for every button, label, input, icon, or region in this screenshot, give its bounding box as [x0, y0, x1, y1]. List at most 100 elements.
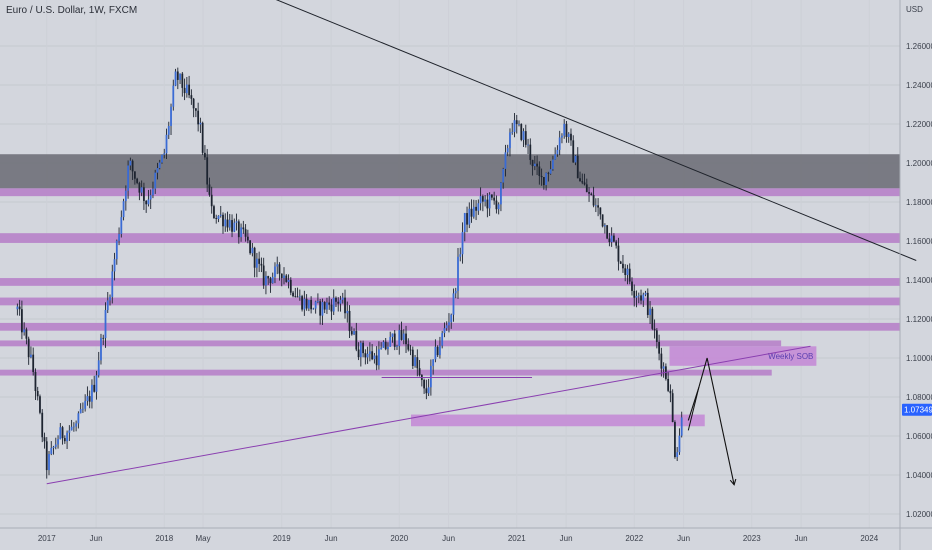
candle-body [554, 154, 557, 160]
candle [588, 187, 590, 202]
candle-body [545, 172, 548, 186]
candle [380, 342, 383, 350]
candle [432, 359, 435, 375]
candle-body [378, 349, 380, 366]
candle [355, 322, 358, 352]
candle [583, 173, 586, 186]
candle-body [411, 349, 414, 366]
candle [323, 301, 326, 314]
candle-body [457, 256, 459, 291]
candle-body [339, 299, 342, 304]
candle-body [337, 301, 340, 304]
candle [479, 187, 482, 211]
candle [152, 181, 154, 199]
candle-body [396, 346, 398, 347]
candle [581, 173, 584, 185]
candle [70, 419, 73, 431]
x-tick-label: Jun [325, 534, 338, 543]
candle-body [448, 322, 450, 326]
candle [176, 67, 179, 90]
candle-body [384, 341, 387, 350]
candle-body [409, 349, 412, 351]
candle [301, 294, 303, 312]
candle [97, 351, 100, 378]
candle-body [542, 177, 545, 186]
candle-body [276, 264, 279, 267]
candle-body [190, 95, 193, 99]
candle [233, 218, 236, 233]
candle [337, 297, 340, 312]
candle [445, 321, 448, 331]
candle [66, 430, 68, 450]
candle [82, 402, 84, 414]
candle-body [93, 384, 96, 392]
candle [16, 303, 19, 316]
candle [32, 347, 35, 376]
candle-body [303, 298, 306, 310]
candle-body [233, 222, 236, 232]
candle [339, 295, 342, 312]
candle-body [570, 133, 572, 141]
candle [75, 420, 78, 432]
candle-body [249, 240, 252, 254]
candle-body [414, 357, 416, 366]
candle-body [321, 302, 324, 316]
candle-body [459, 254, 462, 257]
candle-body [531, 159, 534, 167]
candle-body [533, 163, 536, 167]
candle-body [606, 225, 609, 239]
candle [122, 198, 125, 221]
candle [312, 307, 315, 310]
time-axis[interactable]: 2017 Jun 2018 May 2019 Jun 2020 Jun 2021 Jun 2022 J… [38, 534, 879, 543]
candle-body [538, 166, 541, 176]
candle-body [524, 131, 527, 145]
candle-body [305, 298, 308, 309]
candle [655, 328, 658, 349]
candle-body [54, 444, 57, 447]
x-tick-label: Jun [795, 534, 808, 543]
price-axis[interactable]: 1.26000 1.24000 1.22000 1.20000 1.18000 1.160… [906, 42, 932, 519]
zone-label: Weekly SOB [768, 352, 813, 361]
candle-body [158, 162, 161, 169]
candle-body [674, 422, 676, 458]
candle [276, 256, 279, 275]
candle-body [267, 276, 270, 279]
candle-body [436, 346, 439, 356]
candle-body [133, 171, 136, 179]
y-tick-label: 1.22000 [906, 120, 932, 129]
candle-body [558, 137, 561, 150]
candle-body [513, 120, 516, 132]
candle-body [265, 276, 267, 286]
candle-body [120, 217, 123, 235]
candle-body [610, 235, 613, 243]
candle-body [226, 219, 229, 228]
candle [158, 159, 161, 170]
candle-body [36, 390, 39, 397]
candle-body [565, 123, 568, 137]
candle [145, 200, 148, 213]
candle [667, 371, 670, 393]
candle-body [603, 225, 606, 227]
candle-body [127, 165, 129, 191]
candle-body [579, 178, 581, 182]
candle-body [328, 302, 331, 305]
candle [640, 289, 642, 305]
candle [389, 331, 392, 347]
candle-body [572, 140, 575, 163]
candle-body [613, 235, 615, 242]
candle-body [563, 123, 566, 136]
candle [387, 342, 389, 355]
zone-box [0, 369, 772, 376]
candle-body [317, 301, 319, 303]
candle [294, 287, 297, 298]
candle [454, 287, 457, 299]
candle-body [441, 333, 444, 346]
candle-body [389, 336, 392, 347]
candle [18, 299, 21, 316]
candle [486, 193, 489, 218]
y-tick-label: 1.26000 [906, 42, 932, 51]
candle-body [301, 296, 303, 310]
candle [170, 103, 172, 136]
candle-body [224, 219, 227, 227]
